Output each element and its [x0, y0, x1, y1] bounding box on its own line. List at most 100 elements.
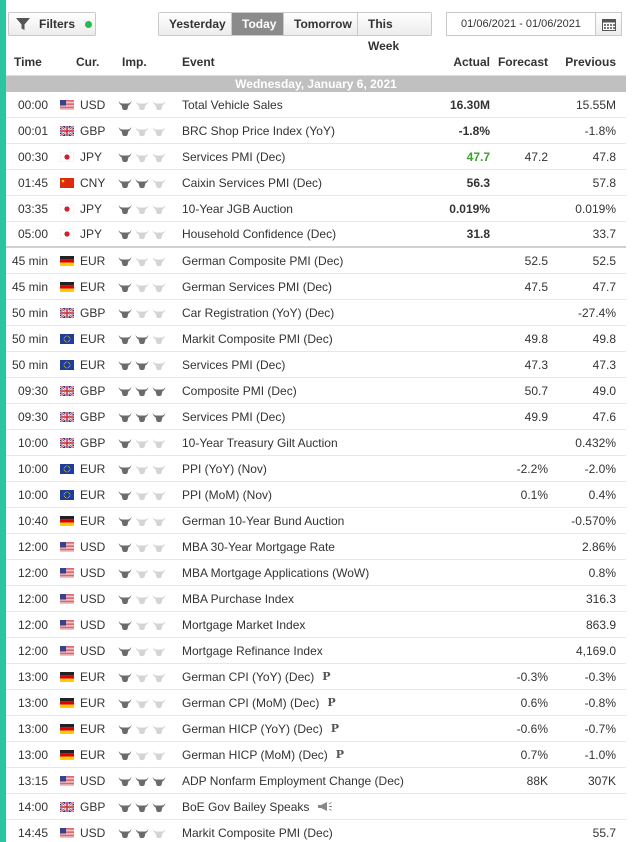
event-name-text[interactable]: Services PMI (Dec): [182, 357, 286, 372]
event-name-text[interactable]: German CPI (MoM) (Dec): [182, 695, 320, 710]
table-row[interactable]: 00:30 JPY Services PMI (Dec) 47.7 47.2 47.8: [6, 144, 626, 170]
event-name[interactable]: 10-Year JGB Auction: [182, 202, 416, 216]
header-time[interactable]: Time: [14, 54, 42, 69]
event-name[interactable]: Household Confidence (Dec): [182, 227, 416, 241]
header-previous[interactable]: Previous: [565, 54, 616, 69]
event-name[interactable]: Car Registration (YoY) (Dec): [182, 306, 416, 320]
table-row[interactable]: 10:00 GBP 10-Year Treasury Gilt Auction 0.4…: [6, 430, 626, 456]
table-row[interactable]: 13:00 EUR German HICP (MoM) (Dec) P 0.7% -1.0…: [6, 742, 626, 768]
event-name-text[interactable]: MBA Purchase Index: [182, 591, 295, 606]
table-row[interactable]: 05:00 JPY Household Confidence (Dec) 31.8 33…: [6, 222, 626, 248]
table-row[interactable]: 13:00 EUR German CPI (YoY) (Dec) P -0.3% -0.3…: [6, 664, 626, 690]
table-row[interactable]: 12:00 USD MBA Mortgage Applications (WoW) 0…: [6, 560, 626, 586]
table-row[interactable]: 03:35 JPY 10-Year JGB Auction 0.019% 0.019%: [6, 196, 626, 222]
table-row[interactable]: 45 min EUR German Composite PMI (Dec) 52.5 5…: [6, 248, 626, 274]
table-row[interactable]: 13:00 EUR German HICP (YoY) (Dec) P -0.6% -0.…: [6, 716, 626, 742]
calendar-button[interactable]: [595, 13, 621, 35]
event-name[interactable]: Mortgage Market Index: [182, 618, 416, 632]
tab-this-week[interactable]: This Week: [358, 13, 431, 53]
table-row[interactable]: 09:30 GBP Services PMI (Dec) 49.9 47.6: [6, 404, 626, 430]
event-name-text[interactable]: Mortgage Refinance Index: [182, 643, 323, 658]
header-actual[interactable]: Actual: [453, 54, 490, 69]
event-name-text[interactable]: German Services PMI (Dec): [182, 279, 333, 294]
tab-tomorrow[interactable]: Tomorrow: [284, 13, 358, 35]
event-name-text[interactable]: 10-Year JGB Auction: [182, 201, 293, 216]
event-name[interactable]: German CPI (MoM) (Dec) P: [182, 696, 416, 710]
event-name-text[interactable]: Markit Composite PMI (Dec): [182, 825, 333, 840]
table-row[interactable]: 01:45 CNY Caixin Services PMI (Dec) 56.3 57.…: [6, 170, 626, 196]
tab-yesterday[interactable]: Yesterday: [159, 13, 232, 35]
event-name-text[interactable]: German 10-Year Bund Auction: [182, 513, 345, 528]
date-range-value[interactable]: 01/06/2021 - 01/06/2021: [461, 18, 581, 30]
event-name-text[interactable]: Mortgage Market Index: [182, 617, 306, 632]
table-row[interactable]: 50 min EUR Services PMI (Dec) 47.3 47.3: [6, 352, 626, 378]
filters-button[interactable]: Filters: [8, 12, 96, 36]
event-name[interactable]: Markit Composite PMI (Dec): [182, 826, 416, 840]
event-name-text[interactable]: Composite PMI (Dec): [182, 383, 297, 398]
event-name-text[interactable]: German Composite PMI (Dec): [182, 253, 344, 268]
event-name[interactable]: PPI (MoM) (Nov): [182, 488, 416, 502]
event-name-text[interactable]: PPI (YoY) (Nov): [182, 461, 267, 476]
event-name-text[interactable]: BoE Gov Bailey Speaks: [182, 799, 310, 814]
table-row[interactable]: 12:00 USD Mortgage Refinance Index 4,169.0: [6, 638, 626, 664]
table-row[interactable]: 12:00 USD MBA Purchase Index 316.3: [6, 586, 626, 612]
event-name-text[interactable]: PPI (MoM) (Nov): [182, 487, 272, 502]
event-name-text[interactable]: Total Vehicle Sales: [182, 97, 283, 112]
table-row[interactable]: 50 min GBP Car Registration (YoY) (Dec) -27…: [6, 300, 626, 326]
event-name[interactable]: BoE Gov Bailey Speaks: [182, 800, 416, 814]
table-row[interactable]: 12:00 USD Mortgage Market Index 863.9: [6, 612, 626, 638]
event-name-text[interactable]: Car Registration (YoY) (Dec): [182, 305, 335, 320]
table-row[interactable]: 00:01 GBP BRC Shop Price Index (YoY) -1.8% -…: [6, 118, 626, 144]
header-forecast[interactable]: Forecast: [497, 54, 548, 69]
event-name[interactable]: 10-Year Treasury Gilt Auction: [182, 436, 416, 450]
table-row[interactable]: 10:00 EUR PPI (YoY) (Nov) -2.2% -2.0%: [6, 456, 626, 482]
event-name[interactable]: German Services PMI (Dec): [182, 280, 416, 294]
table-row[interactable]: 50 min EUR Markit Composite PMI (Dec) 49.8 4…: [6, 326, 626, 352]
event-name[interactable]: ADP Nonfarm Employment Change (Dec): [182, 774, 416, 788]
event-name-text[interactable]: Markit Composite PMI (Dec): [182, 331, 333, 346]
event-name-text[interactable]: Services PMI (Dec): [182, 409, 286, 424]
event-name-text[interactable]: BRC Shop Price Index (YoY): [182, 123, 335, 138]
event-name[interactable]: BRC Shop Price Index (YoY): [182, 124, 416, 138]
event-name-text[interactable]: MBA Mortgage Applications (WoW): [182, 565, 370, 580]
event-name[interactable]: MBA 30-Year Mortgage Rate: [182, 540, 416, 554]
table-row[interactable]: 00:00 USD Total Vehicle Sales 16.30M 15.55M: [6, 92, 626, 118]
event-name[interactable]: Services PMI (Dec): [182, 150, 416, 164]
event-name[interactable]: Services PMI (Dec): [182, 358, 416, 372]
event-name[interactable]: Services PMI (Dec): [182, 410, 416, 424]
event-name-text[interactable]: German HICP (YoY) (Dec): [182, 721, 323, 736]
tab-today[interactable]: Today: [232, 13, 284, 35]
event-name-text[interactable]: Caixin Services PMI (Dec): [182, 175, 323, 190]
event-name-text[interactable]: Household Confidence (Dec): [182, 227, 337, 241]
event-name[interactable]: Caixin Services PMI (Dec): [182, 176, 416, 190]
event-name-text[interactable]: 10-Year Treasury Gilt Auction: [182, 435, 338, 450]
event-name[interactable]: German HICP (MoM) (Dec) P: [182, 748, 416, 762]
event-name-text[interactable]: Services PMI (Dec): [182, 149, 286, 164]
table-row[interactable]: 10:00 EUR PPI (MoM) (Nov) 0.1% 0.4%: [6, 482, 626, 508]
event-name[interactable]: Total Vehicle Sales: [182, 98, 416, 112]
header-event[interactable]: Event: [182, 54, 215, 69]
table-row[interactable]: 12:00 USD MBA 30-Year Mortgage Rate 2.86%: [6, 534, 626, 560]
table-row[interactable]: 13:15 USD ADP Nonfarm Employment Change (D…: [6, 768, 626, 794]
event-name[interactable]: MBA Purchase Index: [182, 592, 416, 606]
header-importance[interactable]: Imp.: [122, 54, 147, 69]
event-name[interactable]: German Composite PMI (Dec): [182, 254, 416, 268]
event-name[interactable]: Mortgage Refinance Index: [182, 644, 416, 658]
date-range-picker[interactable]: 01/06/2021 - 01/06/2021: [446, 12, 622, 36]
table-row[interactable]: 09:30 GBP Composite PMI (Dec) 50.7 49.0: [6, 378, 626, 404]
event-name[interactable]: Composite PMI (Dec): [182, 384, 416, 398]
event-name-text[interactable]: German CPI (YoY) (Dec): [182, 669, 315, 684]
event-name[interactable]: German 10-Year Bund Auction: [182, 514, 416, 528]
table-row[interactable]: 14:00 GBP BoE Gov Bailey Speaks: [6, 794, 626, 820]
table-row[interactable]: 13:00 EUR German CPI (MoM) (Dec) P 0.6% -0.8%: [6, 690, 626, 716]
event-name[interactable]: Markit Composite PMI (Dec): [182, 332, 416, 346]
event-name-text[interactable]: MBA 30-Year Mortgage Rate: [182, 539, 335, 554]
table-row[interactable]: 45 min EUR German Services PMI (Dec) 47.5 47…: [6, 274, 626, 300]
table-row[interactable]: 14:45 USD Markit Composite PMI (Dec) 55.7: [6, 820, 626, 842]
event-name[interactable]: German CPI (YoY) (Dec) P: [182, 670, 416, 684]
table-row[interactable]: 10:40 EUR German 10-Year Bund Auction -0.57…: [6, 508, 626, 534]
event-name-text[interactable]: German HICP (MoM) (Dec): [182, 747, 328, 762]
event-name[interactable]: German HICP (YoY) (Dec) P: [182, 722, 416, 736]
event-name[interactable]: MBA Mortgage Applications (WoW): [182, 566, 416, 580]
header-currency[interactable]: Cur.: [76, 54, 100, 69]
